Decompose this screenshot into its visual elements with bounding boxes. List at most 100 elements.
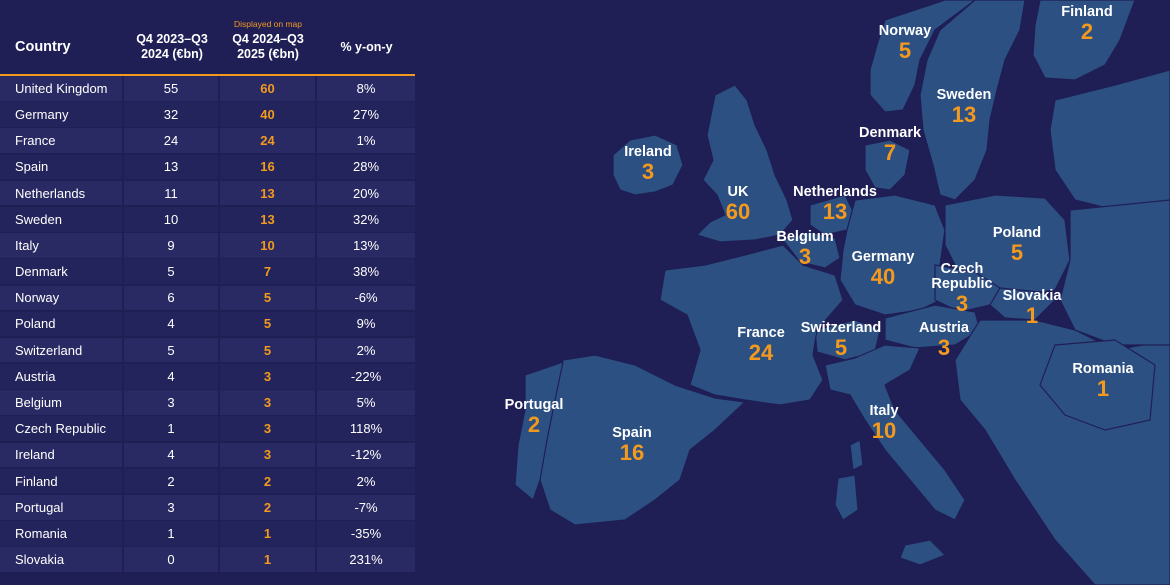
cur-period-cell: 3: [220, 442, 315, 468]
map-label-belgium: Belgium 3: [776, 230, 833, 269]
header-prev-line2: 2024 (€bn): [141, 47, 203, 61]
map-label-romania: Romania 1: [1072, 362, 1133, 401]
map-country-value: 7: [883, 140, 897, 165]
map-label-poland: Poland 5: [993, 226, 1041, 265]
map-country-value: 13: [822, 199, 848, 224]
map-country-name: France: [737, 325, 785, 341]
map-country-value: 10: [871, 418, 897, 443]
cur-period-cell: 3: [220, 416, 315, 442]
map-country-name: Poland: [992, 225, 1042, 241]
cur-period-cell: 3: [220, 364, 315, 389]
prev-period-cell: 55: [124, 76, 218, 101]
map-label-italy: Italy 10: [869, 404, 898, 443]
poland-shape: [944, 194, 1071, 296]
cur-period-cell: 1: [220, 521, 315, 546]
table-row: Netherlands 11 13 20%: [0, 180, 415, 206]
sweden-shape: [919, 0, 1026, 201]
map-country-name: Ireland: [624, 144, 672, 160]
map-country-value: 24: [748, 340, 774, 365]
yoy-cell: -7%: [317, 495, 415, 520]
map-country-value: 1: [1025, 303, 1039, 328]
prev-period-cell: 3: [124, 495, 218, 520]
map-label-germany: Germany 40: [852, 250, 915, 289]
prev-period-cell: 5: [124, 337, 218, 363]
map-country-name: Germany: [851, 249, 915, 265]
yoy-cell: 38%: [317, 259, 415, 284]
yoy-cell: 2%: [317, 337, 415, 363]
yoy-cell: 13%: [317, 233, 415, 258]
country-cell: Germany: [0, 102, 122, 127]
prev-period-cell: 11: [124, 180, 218, 206]
table-row: Romania 1 1 -35%: [0, 521, 415, 546]
yoy-cell: 231%: [317, 547, 415, 572]
map-label-uk: UK 60: [726, 185, 750, 224]
europe-map: Finland 2 Norway 5 Sweden 13 Denmark 7 Ireland 3 U…: [415, 0, 1170, 585]
table-row: Austria 4 3 -22%: [0, 364, 415, 389]
table-row: France 24 24 1%: [0, 128, 415, 153]
yoy-cell: 28%: [317, 154, 415, 180]
table-row: Poland 4 5 9%: [0, 311, 415, 337]
map-label-sweden: Sweden 13: [937, 88, 992, 127]
prev-period-cell: 3: [124, 390, 218, 415]
table-row: Ireland 4 3 -12%: [0, 442, 415, 468]
cur-period-cell: 7: [220, 259, 315, 284]
map-label-austria: Austria 3: [919, 321, 969, 360]
map-country-name: Sweden: [936, 87, 992, 103]
yoy-cell: 118%: [317, 416, 415, 442]
map-country-name: Republic: [931, 276, 993, 292]
map-country-name: Italy: [869, 403, 899, 419]
country-cell: Norway: [0, 285, 122, 311]
table-row: United Kingdom 55 60 8%: [0, 76, 415, 101]
map-country-name: UK: [727, 184, 749, 200]
cur-period-cell: 5: [220, 285, 315, 311]
romania-shape: [1039, 339, 1156, 431]
corsica-shape: [849, 439, 864, 471]
map-country-name: Portugal: [504, 397, 564, 413]
investment-table: Country Q4 2023–Q3 2024 (€bn) Displayed …: [0, 0, 415, 574]
cur-period-cell: 5: [220, 337, 315, 363]
italy-shape: [824, 344, 966, 521]
table-body: United Kingdom 55 60 8% Germany 32 40 27% France…: [0, 76, 415, 572]
cur-period-cell: 3: [220, 390, 315, 415]
map-country-name: Slovakia: [1002, 288, 1062, 304]
prev-period-cell: 32: [124, 102, 218, 127]
map-country-value: 5: [834, 335, 848, 360]
country-cell: Portugal: [0, 495, 122, 520]
table-row: Italy 9 10 13%: [0, 233, 415, 258]
map-country-value: 40: [870, 264, 896, 289]
table-row: Portugal 3 2 -7%: [0, 495, 415, 520]
yoy-cell: 32%: [317, 206, 415, 232]
cur-period-cell: 40: [220, 102, 315, 127]
prev-period-cell: 0: [124, 547, 218, 572]
map-country-name: Netherlands: [793, 184, 877, 200]
map-country-name: Finland: [1061, 4, 1113, 20]
prev-period-cell: 4: [124, 442, 218, 468]
denmark-shape: [864, 139, 911, 191]
header-yoy: % y-on-y: [340, 40, 393, 54]
table-header: Country Q4 2023–Q3 2024 (€bn) Displayed …: [0, 0, 415, 76]
map-country-name: Switzerland: [800, 320, 882, 336]
map-country-value: 2: [527, 412, 541, 437]
prev-period-cell: 1: [124, 521, 218, 546]
yoy-cell: 2%: [317, 468, 415, 494]
country-cell: Austria: [0, 364, 122, 389]
cur-period-cell: 2: [220, 468, 315, 494]
country-cell: Denmark: [0, 259, 122, 284]
ukraine-shape: [1059, 199, 1170, 346]
map-country-name: Romania: [1072, 361, 1134, 377]
map-country-value: 2: [1080, 19, 1094, 44]
country-cell: Romania: [0, 521, 122, 546]
table-row: Finland 2 2 2%: [0, 468, 415, 494]
yoy-cell: 27%: [317, 102, 415, 127]
map-label-slovakia: Slovakia 1: [1003, 289, 1062, 328]
map-label-switzerland: Switzerland 5: [801, 321, 882, 360]
table-row: Germany 32 40 27%: [0, 102, 415, 127]
ireland-shape: [612, 134, 684, 196]
uk-shape: [696, 84, 794, 243]
yoy-cell: 9%: [317, 311, 415, 337]
map-shapes: [514, 0, 1170, 585]
prev-period-cell: 1: [124, 416, 218, 442]
prev-period-cell: 24: [124, 128, 218, 153]
table-row: Belgium 3 3 5%: [0, 390, 415, 415]
header-cur-line1: Q4 2024–Q3: [232, 32, 304, 46]
